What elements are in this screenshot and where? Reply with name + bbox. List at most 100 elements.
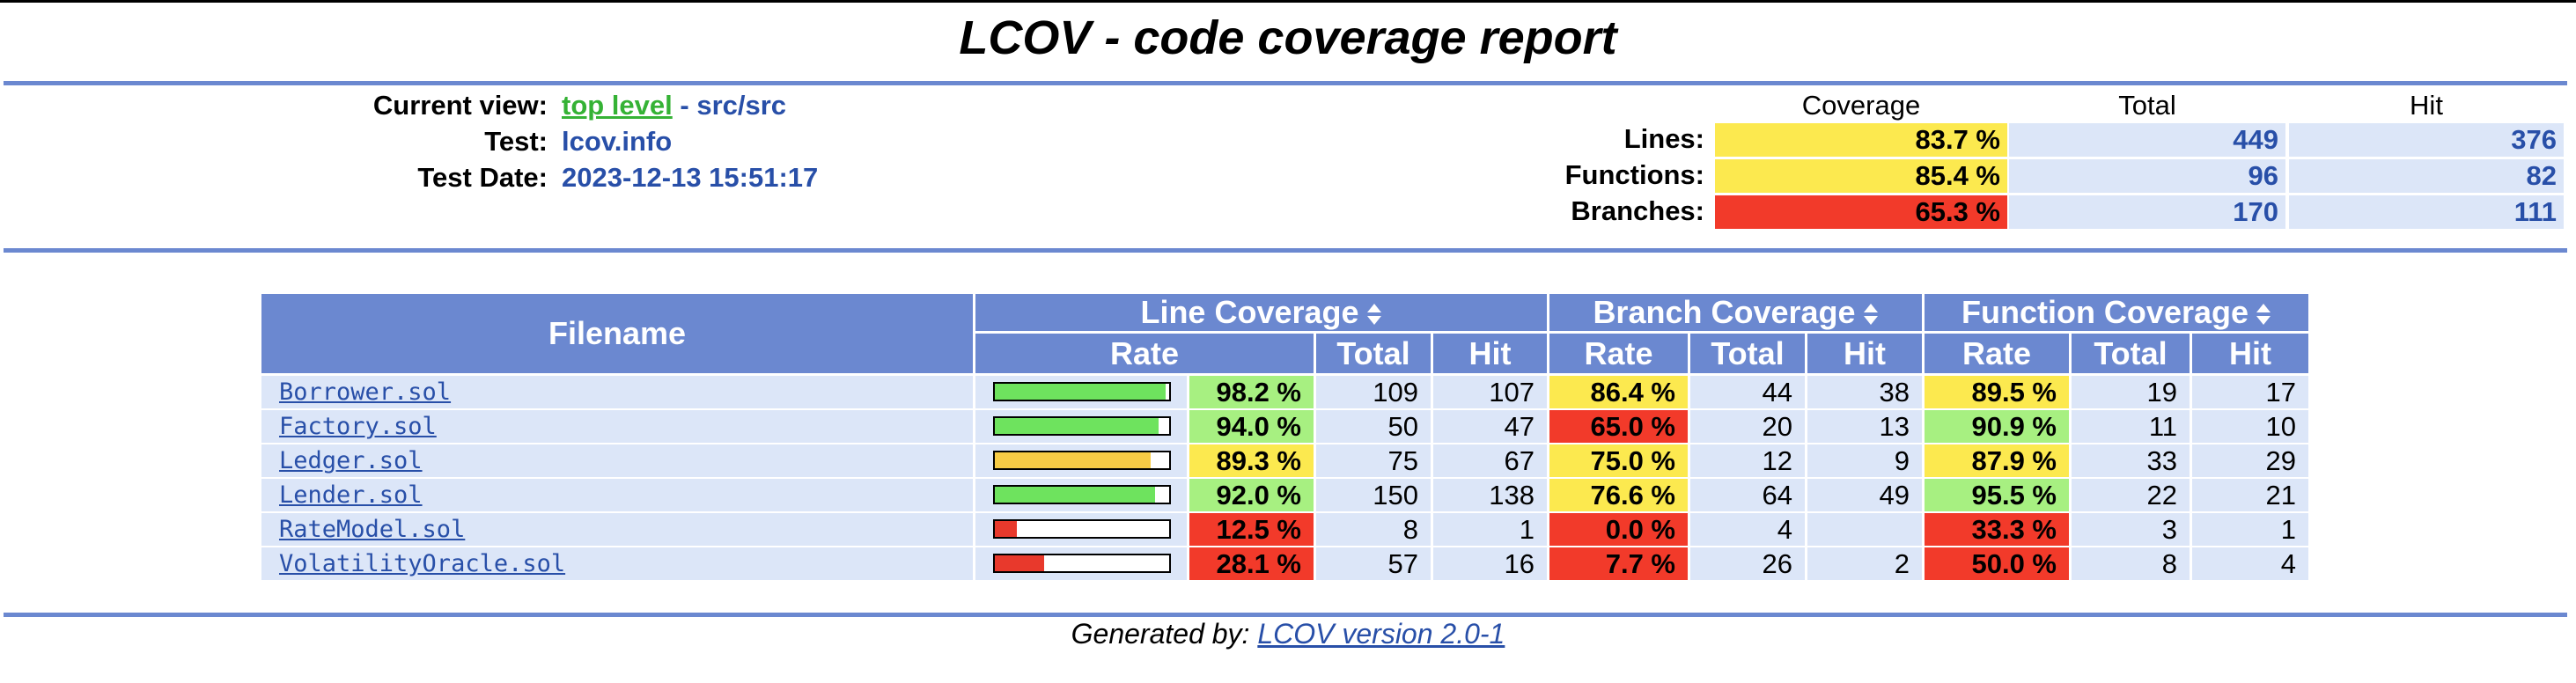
branch-total-cell: 4 (1690, 513, 1805, 546)
file-link[interactable]: Ledger.sol (261, 444, 973, 477)
function-total-cell: 11 (2072, 410, 2190, 443)
line-rate-cell: 89.3 % (1189, 444, 1314, 477)
function-total-cell: 33 (2072, 444, 2190, 477)
summary-coverage-cell: 65.3 % (1715, 195, 2007, 229)
line-total-cell: 150 (1316, 479, 1431, 511)
summary-total-header: Total (2118, 90, 2176, 121)
path-separator: - (672, 90, 697, 121)
branch-hit-cell: 49 (1807, 479, 1922, 511)
branch-total-header: Total (1690, 334, 1805, 373)
summary-total-cell: 96 (2009, 159, 2285, 193)
top-border (0, 0, 2576, 3)
branch-total-cell: 44 (1690, 376, 1805, 408)
summary-row-label: Lines: (1623, 123, 1704, 154)
line-hit-cell: 107 (1433, 376, 1547, 408)
branch-rate-cell: 7.7 % (1549, 547, 1688, 580)
branch-hit-cell: 38 (1807, 376, 1922, 408)
branch-rate-cell: 76.6 % (1549, 479, 1688, 511)
line-hit-cell: 67 (1433, 444, 1547, 477)
sort-icon[interactable] (1366, 303, 1382, 326)
branch-rate-cell: 0.0 % (1549, 513, 1688, 546)
function-rate-cell: 50.0 % (1925, 547, 2069, 580)
summary-hit-cell: 111 (2289, 195, 2564, 229)
header-rule-bottom (4, 248, 2567, 253)
line-total-cell: 8 (1316, 513, 1431, 546)
function-rate-cell: 33.3 % (1925, 513, 2069, 546)
coverage-bar-fill (995, 418, 1159, 434)
coverage-bar-outline (993, 451, 1171, 470)
branch-rate-cell: 75.0 % (1549, 444, 1688, 477)
sort-icon[interactable] (1863, 303, 1879, 326)
summary-coverage-cell: 83.7 % (1715, 123, 2007, 157)
summary-row-label: Functions: (1564, 159, 1704, 190)
summary-total-cell: 449 (2009, 123, 2285, 157)
line-total-header: Total (1316, 334, 1431, 373)
function-hit-cell: 29 (2192, 444, 2308, 477)
test-value: lcov.info (562, 126, 673, 157)
function-rate-cell: 90.9 % (1925, 410, 2069, 443)
top-level-link[interactable]: top level (562, 90, 673, 121)
function-hit-cell: 17 (2192, 376, 2308, 408)
branch-hit-cell: 9 (1807, 444, 1922, 477)
file-link[interactable]: Lender.sol (261, 479, 973, 511)
line-coverage-title: Line Coverage (1140, 294, 1359, 330)
function-coverage-title: Function Coverage (1961, 294, 2249, 330)
line-coverage-header[interactable]: Line Coverage (975, 294, 1547, 331)
page-title: LCOV - code coverage report (959, 11, 1617, 64)
line-rate-cell: 94.0 % (1189, 410, 1314, 443)
footer-rule (4, 613, 2567, 617)
file-link[interactable]: Factory.sol (261, 410, 973, 443)
branch-total-cell: 64 (1690, 479, 1805, 511)
function-total-cell: 8 (2072, 547, 2190, 580)
branch-hit-cell (1807, 513, 1922, 546)
coverage-bar-fill (995, 487, 1156, 503)
function-rate-cell: 87.9 % (1925, 444, 2069, 477)
test-date-value: 2023-12-13 15:51:17 (562, 162, 819, 193)
file-link[interactable]: RateModel.sol (261, 513, 973, 546)
line-hit-cell: 138 (1433, 479, 1547, 511)
line-hit-cell: 16 (1433, 547, 1547, 580)
function-hit-cell: 1 (2192, 513, 2308, 546)
summary-hit-header: Hit (2410, 90, 2443, 121)
test-label: Test: (484, 126, 548, 157)
file-link[interactable]: VolatilityOracle.sol (261, 547, 973, 580)
line-hit-header: Hit (1433, 334, 1547, 373)
function-rate-cell: 89.5 % (1925, 376, 2069, 408)
lcov-version-link[interactable]: LCOV version 2.0-1 (1257, 618, 1505, 650)
summary-coverage-cell: 85.4 % (1715, 159, 2007, 193)
line-hit-cell: 47 (1433, 410, 1547, 443)
function-hit-header: Hit (2192, 334, 2308, 373)
branch-hit-header: Hit (1807, 334, 1922, 373)
file-link[interactable]: Borrower.sol (261, 376, 973, 408)
line-total-cell: 57 (1316, 547, 1431, 580)
branch-rate-header: Rate (1549, 334, 1688, 373)
footer: Generated by: LCOV version 2.0-1 (0, 618, 2576, 650)
test-date-label: Test Date: (417, 162, 548, 193)
line-coverage-bar (975, 513, 1187, 546)
branch-rate-cell: 86.4 % (1549, 376, 1688, 408)
summary-hit-cell: 376 (2289, 123, 2564, 157)
line-total-cell: 50 (1316, 410, 1431, 443)
coverage-bar-outline (993, 485, 1171, 504)
coverage-bar-fill (995, 555, 1044, 571)
branch-coverage-header[interactable]: Branch Coverage (1549, 294, 1922, 331)
summary-coverage-header: Coverage (1801, 90, 1921, 121)
branch-rate-cell: 65.0 % (1549, 410, 1688, 443)
branch-coverage-title: Branch Coverage (1593, 294, 1856, 330)
line-coverage-bar (975, 410, 1187, 443)
branch-total-cell: 20 (1690, 410, 1805, 443)
sort-icon[interactable] (2256, 303, 2271, 326)
function-hit-cell: 21 (2192, 479, 2308, 511)
summary-total-cell: 170 (2009, 195, 2285, 229)
current-view-label: Current view: (372, 90, 548, 121)
line-coverage-bar (975, 547, 1187, 580)
footer-prefix: Generated by: (1071, 618, 1258, 650)
function-hit-cell: 4 (2192, 547, 2308, 580)
coverage-bar-fill (995, 521, 1017, 537)
function-coverage-header[interactable]: Function Coverage (1925, 294, 2308, 331)
coverage-bar-outline (993, 416, 1171, 436)
line-rate-cell: 98.2 % (1189, 376, 1314, 408)
branch-hit-cell: 13 (1807, 410, 1922, 443)
summary-hit-cell: 82 (2289, 159, 2564, 193)
coverage-bar-outline (993, 382, 1171, 401)
